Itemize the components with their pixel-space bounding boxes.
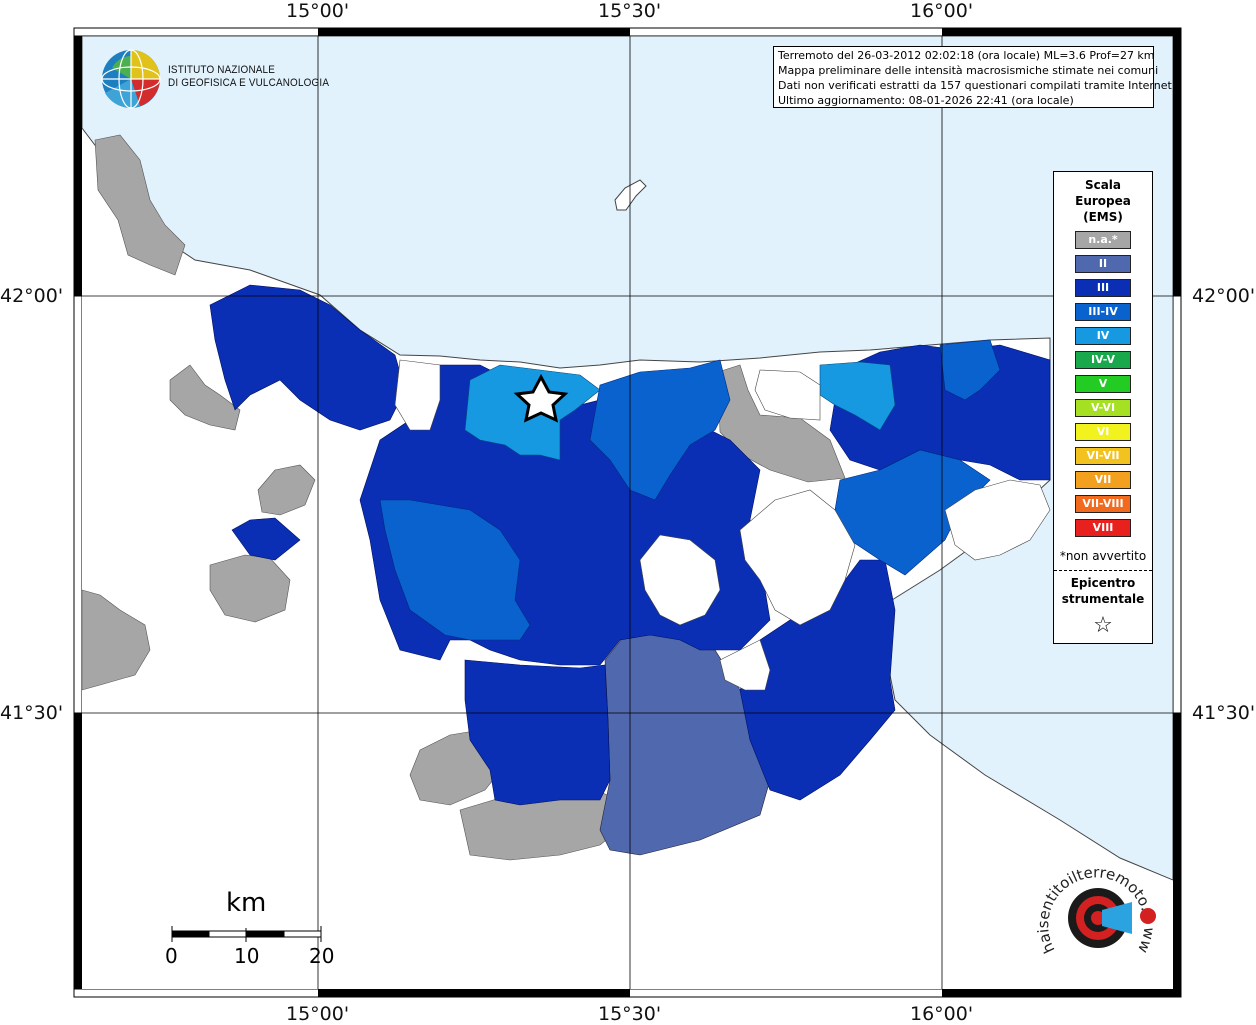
legend-swatch: III-IV — [1075, 303, 1131, 321]
top-lon-label: 15°00' — [286, 0, 350, 22]
ems-IIIIV-northeast — [939, 339, 1001, 401]
legend-star-icon: ☆ — [1093, 613, 1113, 638]
event-info-box: Terremoto del 26-03-2012 02:02:18 (ora l… — [773, 46, 1176, 108]
legend-swatch: VII — [1075, 471, 1131, 489]
legend-swatch: III — [1075, 279, 1131, 297]
legend-title-line: (EMS) — [1083, 210, 1123, 224]
bottom-lon-label: 16°00' — [910, 1003, 974, 1025]
legend-swatch: IV — [1075, 327, 1131, 345]
right-lat-label: 42°00' — [1192, 285, 1256, 307]
ems-IIIIV-west — [379, 499, 531, 641]
legend-swatch: VII-VIII — [1075, 495, 1131, 513]
legend-swatch: V — [1075, 375, 1131, 393]
legend-swatch: IV-V — [1075, 351, 1131, 369]
tremiti-island — [614, 179, 647, 211]
institute-line-2: DI GEOFISICA E VULCANOLOGIA — [168, 77, 330, 89]
left-lat-label: 42°00' — [0, 285, 64, 307]
nodata-5 — [754, 369, 821, 421]
ems-III-northwest — [209, 284, 406, 431]
legend-epicenter-label: Epicentro strumentale — [1054, 575, 1152, 607]
legend-swatch: V-VI — [1075, 399, 1131, 417]
scale-label: 20 — [309, 944, 335, 968]
na-west-3 — [209, 554, 291, 623]
legend-swatches: n.a.* II III III-IV IV IV-V V V-VI VI VI-VII VII VI… — [1054, 231, 1152, 537]
bottom-lon-label: 15°30' — [598, 1003, 662, 1025]
right-lat-label: 41°30' — [1192, 702, 1256, 724]
legend-swatch: VIII — [1075, 519, 1131, 537]
legend-title: Scala Europea (EMS) — [1054, 177, 1152, 225]
institute-line-1: ISTITUTO NAZIONALE — [168, 64, 276, 76]
nodata-4 — [394, 359, 441, 431]
legend-note: *non avvertito — [1059, 549, 1147, 563]
legend-epicenter-line: strumentale — [1061, 592, 1145, 606]
epicenter-star — [513, 373, 569, 423]
scale-bar — [171, 926, 322, 942]
ems-IIIIV-center-north — [589, 359, 731, 501]
institute-name: ISTITUTO NAZIONALE DI GEOFISICA E VULCAN… — [168, 64, 329, 90]
ems-III-west-small — [231, 517, 301, 561]
event-line-2: Mappa preliminare delle intensità macros… — [778, 64, 1159, 77]
ingv-logo — [101, 49, 161, 109]
legend-swatch: II — [1075, 255, 1131, 273]
event-line-4: Ultimo aggiornamento: 08-01-2026 22:41 (… — [778, 94, 1074, 107]
ems-III-south — [464, 659, 611, 806]
frame-ticks — [73, 27, 1182, 998]
event-line-1: Terremoto del 26-03-2012 02:02:18 (ora l… — [778, 49, 1155, 62]
legend-swatch: VI — [1075, 423, 1131, 441]
legend-title-line: Europea — [1075, 194, 1131, 208]
top-lon-label: 16°00' — [910, 0, 974, 22]
na-southwest — [82, 589, 151, 691]
legend-swatch: n.a.* — [1075, 231, 1131, 249]
na-west-2 — [257, 464, 316, 516]
top-lon-label: 15°30' — [598, 0, 662, 22]
nodata-3 — [944, 479, 1051, 561]
legend-separator — [1054, 570, 1152, 571]
na-west-1 — [169, 364, 241, 431]
legend-swatch: VI-VII — [1075, 447, 1131, 465]
scale-label: 0 — [165, 944, 178, 968]
ems-legend: Scala Europea (EMS) n.a.* II III III-IV IV IV… — [1053, 171, 1153, 644]
nodata-1 — [639, 534, 721, 626]
haisentito-logo: haisentitoilterremoto.it www. — [1030, 850, 1158, 956]
scale-unit: km — [226, 888, 267, 918]
event-line-3: Dati non verificati estratti da 157 ques… — [778, 79, 1176, 92]
ems-IV-northeast — [819, 361, 896, 431]
legend-epicenter-line: Epicentro — [1070, 576, 1136, 590]
adriatic-sea — [82, 36, 1173, 881]
legend-title-line: Scala — [1084, 178, 1122, 192]
nodata-6 — [719, 639, 771, 691]
coordinate-grid — [82, 36, 1173, 989]
left-lat-label: 41°30' — [0, 702, 64, 724]
nodata-2 — [739, 489, 856, 626]
scale-label: 10 — [234, 944, 260, 968]
na-molise-coast — [94, 134, 186, 276]
bottom-lon-label: 15°00' — [286, 1003, 350, 1025]
